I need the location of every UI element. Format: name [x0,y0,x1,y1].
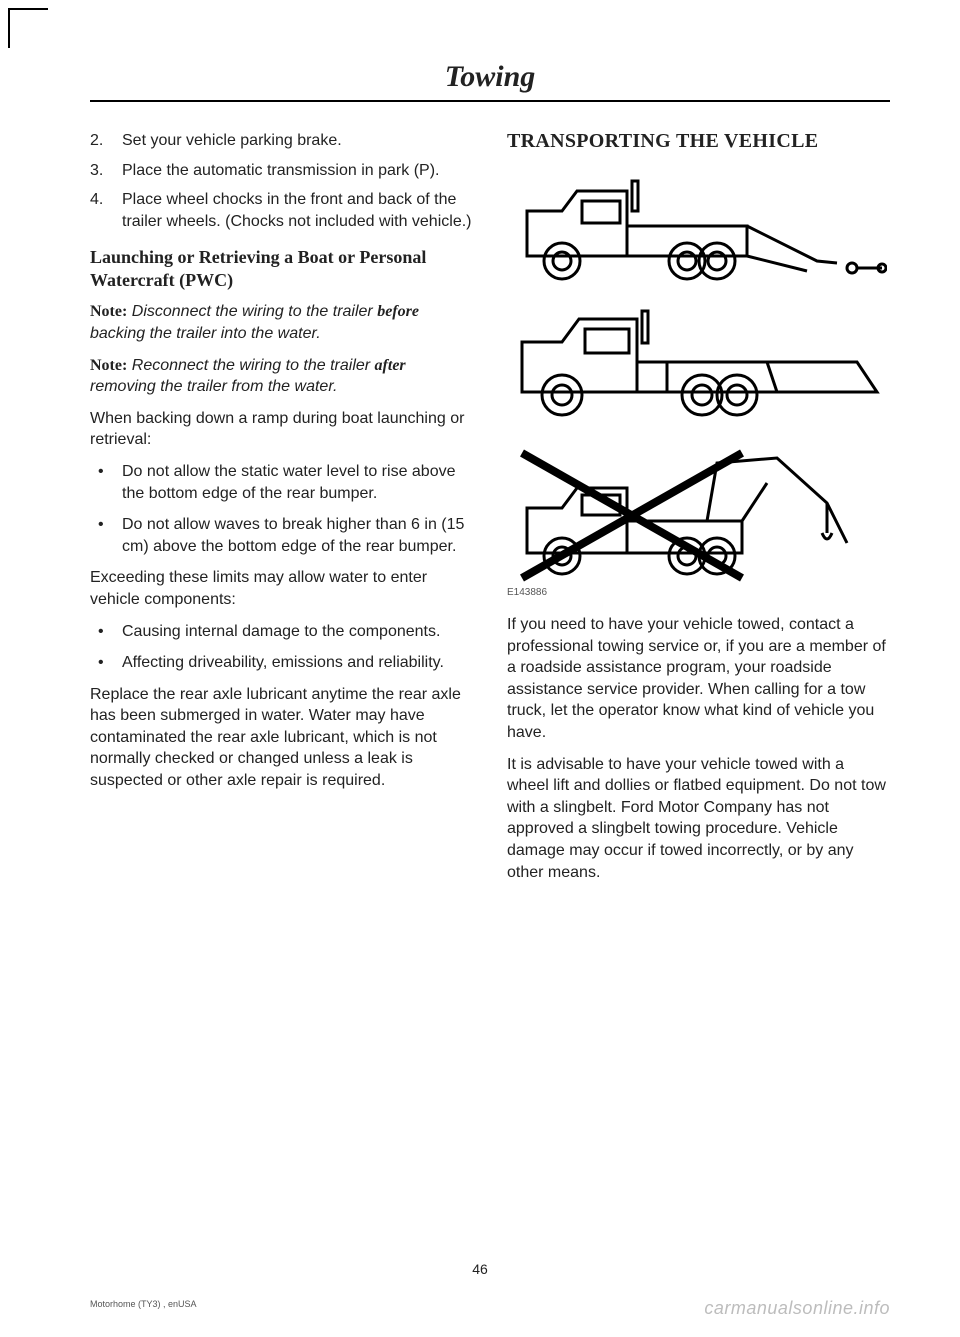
list-item: • Causing internal damage to the componen… [90,621,473,643]
list-item: 2. Set your vehicle parking brake. [90,130,473,152]
list-item: 4. Place wheel chocks in the front and ba… [90,189,473,232]
paragraph: It is advisable to have your vehicle tow… [507,754,890,884]
title-rule [90,100,890,102]
bullet-icon: • [98,514,104,557]
bullet-icon: • [98,621,104,643]
bullet-list: • Causing internal damage to the componen… [90,621,473,674]
list-item: • Do not allow waves to break higher than… [90,514,473,557]
truck-icon [507,297,887,417]
note-paragraph: Note: Disconnect the wiring to the trail… [90,301,473,344]
numbered-list: 2. Set your vehicle parking brake. 3. Plac… [90,130,473,232]
footer-text: Motorhome (TY3) , enUSA [90,1299,197,1309]
note-text: removing the trailer from the water. [90,378,338,395]
list-number: 3. [90,160,108,182]
figure-wheel-lift-truck [507,171,890,281]
figure-reference: E143886 [507,587,890,598]
figure-flatbed-truck [507,297,890,417]
section-heading: TRANSPORTING THE VEHICLE [507,130,890,153]
list-text: Affecting driveability, emissions and re… [122,652,444,674]
note-text: Reconnect the wiring to the trailer [127,357,374,374]
page: Towing 2. Set your vehicle parking brake.… [0,0,960,1337]
list-item: 3. Place the automatic transmission in pa… [90,160,473,182]
list-text: Place wheel chocks in the front and back… [122,189,473,232]
list-number: 4. [90,189,108,232]
note-label: Note: [90,357,127,374]
paragraph: Exceeding these limits may allow water t… [90,567,473,610]
paragraph: If you need to have your vehicle towed, … [507,614,890,744]
truck-icon [507,171,887,281]
page-number: 46 [0,1261,960,1277]
note-paragraph: Note: Reconnect the wiring to the traile… [90,355,473,398]
list-text: Causing internal damage to the component… [122,621,440,643]
list-number: 2. [90,130,108,152]
list-item: • Affecting driveability, emissions and r… [90,652,473,674]
paragraph: When backing down a ramp during boat lau… [90,408,473,451]
list-text: Do not allow waves to break higher than … [122,514,473,557]
columns: 2. Set your vehicle parking brake. 3. Plac… [90,130,890,893]
left-column: 2. Set your vehicle parking brake. 3. Plac… [90,130,473,893]
chapter-title: Towing [90,60,890,94]
note-text: Disconnect the wiring to the trailer [127,303,377,320]
list-text: Set your vehicle parking brake. [122,130,342,152]
list-text: Place the automatic transmission in park… [122,160,439,182]
figure-slingbelt-truck-crossed: E143886 [507,433,890,598]
right-column: TRANSPORTING THE VEHICLE [507,130,890,893]
watermark: carmanualsonline.info [704,1298,890,1319]
bullet-list: • Do not allow the static water level to … [90,461,473,557]
note-bold: after [375,357,406,374]
note-label: Note: [90,303,127,320]
truck-crossed-icon [507,433,887,583]
bullet-icon: • [98,461,104,504]
list-item: • Do not allow the static water level to … [90,461,473,504]
note-bold: before [377,303,419,320]
list-text: Do not allow the static water level to r… [122,461,473,504]
subheading: Launching or Retrieving a Boat or Person… [90,246,473,291]
paragraph: Replace the rear axle lubricant anytime … [90,684,473,792]
note-text: backing the trailer into the water. [90,325,321,342]
bullet-icon: • [98,652,104,674]
